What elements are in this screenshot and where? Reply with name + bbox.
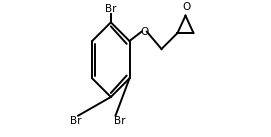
Text: O: O — [183, 2, 191, 12]
Text: Br: Br — [105, 4, 117, 14]
Text: O: O — [140, 27, 148, 37]
Text: Br: Br — [70, 116, 82, 126]
Text: Br: Br — [114, 116, 126, 126]
